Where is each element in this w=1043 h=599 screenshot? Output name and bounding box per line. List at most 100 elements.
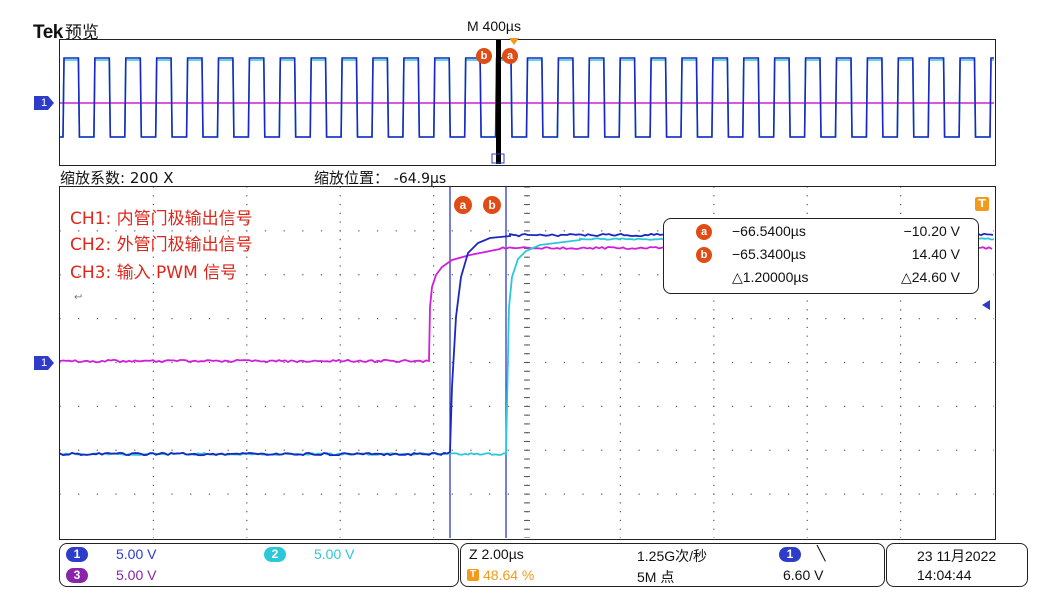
- grid-dot: [807, 379, 808, 380]
- trigger-source-badge[interactable]: 1: [779, 547, 801, 562]
- grid-dot: [246, 397, 247, 398]
- grid-dot: [713, 494, 714, 495]
- grid-dot: [209, 362, 210, 363]
- channel-1-ground-marker[interactable]: 1: [34, 96, 54, 110]
- grid-dot: [302, 318, 303, 319]
- grid-dot: [900, 187, 901, 188]
- grid-dot: [620, 476, 621, 477]
- grid-dot: [153, 336, 154, 337]
- grid-dot: [489, 318, 490, 319]
- grid-dot: [433, 450, 434, 451]
- grid-dot: [638, 494, 639, 495]
- grid-dot: [433, 222, 434, 223]
- grid-dot: [620, 502, 621, 503]
- grid-dot: [900, 336, 901, 337]
- grid-dot: [246, 336, 247, 337]
- grid-dot: [657, 494, 658, 495]
- grid-dot: [284, 274, 285, 275]
- grid-dot: [340, 257, 341, 258]
- grid-dot: [228, 450, 229, 451]
- grid-dot: [340, 511, 341, 512]
- grid-dot: [620, 467, 621, 468]
- grid-dot: [751, 494, 752, 495]
- grid-dot: [881, 406, 882, 407]
- grid-dot: [545, 274, 546, 275]
- cursor-b-value: 14.40 V: [912, 246, 960, 262]
- grid-dot: [900, 388, 901, 389]
- grid-dot: [340, 204, 341, 205]
- grid-dot: [97, 450, 98, 451]
- grid-dot: [713, 371, 714, 372]
- grid-dot: [340, 371, 341, 372]
- grid-dot: [620, 406, 621, 407]
- ch3-badge[interactable]: 3: [66, 568, 88, 583]
- overview-traces: [60, 58, 994, 137]
- grid-dot: [919, 450, 920, 451]
- grid-dot: [713, 406, 714, 407]
- grid-dot: [807, 458, 808, 459]
- grid-dot: [153, 300, 154, 301]
- grid-dot: [433, 213, 434, 214]
- grid-dot: [340, 520, 341, 521]
- grid-dot: [433, 187, 434, 188]
- cursor-a-icon[interactable]: a: [502, 48, 518, 64]
- horizontal-trigger-box[interactable]: Z 2.00µs T 48.64 % 1.25G次/秒 5M 点 1 ╲ 6.6…: [460, 543, 885, 587]
- grid-dot: [713, 432, 714, 433]
- grid-dot: [657, 406, 658, 407]
- ch3-annotation: CH3: 输入 PWM 信号: [70, 258, 237, 283]
- grid-dot: [97, 494, 98, 495]
- vertical-settings-box[interactable]: 1 5.00 V 2 5.00 V 3 5.00 V: [59, 543, 459, 587]
- grid-dot: [153, 520, 154, 521]
- ch2-badge[interactable]: 2: [264, 547, 286, 562]
- cursor-a-label-icon[interactable]: a: [454, 196, 472, 214]
- grid-dot: [115, 318, 116, 319]
- grid-dot: [620, 362, 621, 363]
- cursor-b-icon[interactable]: b: [476, 48, 492, 64]
- grid-dot: [452, 274, 453, 275]
- grid-dot: [78, 450, 79, 451]
- cursor-b-label-icon[interactable]: b: [483, 196, 501, 214]
- grid-dot: [190, 406, 191, 407]
- grid-dot: [340, 406, 341, 407]
- grid-dot: [695, 362, 696, 363]
- grid-dot: [900, 327, 901, 328]
- grid-dot: [228, 494, 229, 495]
- grid-dot: [321, 494, 322, 495]
- grid-dot: [881, 362, 882, 363]
- grid-dot: [807, 327, 808, 328]
- grid-dot: [956, 494, 957, 495]
- grid-dot: [153, 494, 154, 495]
- grid-dot: [433, 406, 434, 407]
- grid-dot: [863, 362, 864, 363]
- grid-dot: [900, 423, 901, 424]
- date-readout: 23 11月2022: [917, 546, 996, 566]
- grid-dot: [769, 494, 770, 495]
- grid-dot: [153, 537, 154, 538]
- grid-dot: [340, 336, 341, 337]
- grid-dot: [340, 327, 341, 328]
- grid-dot: [60, 318, 61, 319]
- grid-dot: [134, 362, 135, 363]
- grid-dot: [396, 230, 397, 231]
- grid-dot: [433, 432, 434, 433]
- channel-1-offset-marker[interactable]: 1: [34, 356, 54, 370]
- grid-dot: [937, 362, 938, 363]
- grid-dot: [657, 230, 658, 231]
- grid-dot: [900, 415, 901, 416]
- grid-dot: [340, 187, 341, 188]
- grid-dot: [601, 274, 602, 275]
- grid-dot: [807, 520, 808, 521]
- grid-dot: [78, 494, 79, 495]
- cursor-delta-row: △1.20000µs △24.60 V: [664, 267, 978, 289]
- grid-dot: [956, 362, 957, 363]
- grid-dot: [807, 336, 808, 337]
- grid-dot: [433, 397, 434, 398]
- zoom-window-marker[interactable]: [496, 40, 501, 164]
- ch1-badge[interactable]: 1: [66, 547, 88, 562]
- zoom-factor-label: 缩放系数: 200 X: [60, 167, 174, 188]
- grid-dot: [807, 415, 808, 416]
- grid-dot: [153, 362, 154, 363]
- overview-waveform-panel[interactable]: [59, 39, 996, 166]
- record-length: 5M 点: [637, 567, 674, 587]
- cursor-readout-box: a −66.5400µs −10.20 V b −65.3400µs 14.40…: [663, 218, 979, 294]
